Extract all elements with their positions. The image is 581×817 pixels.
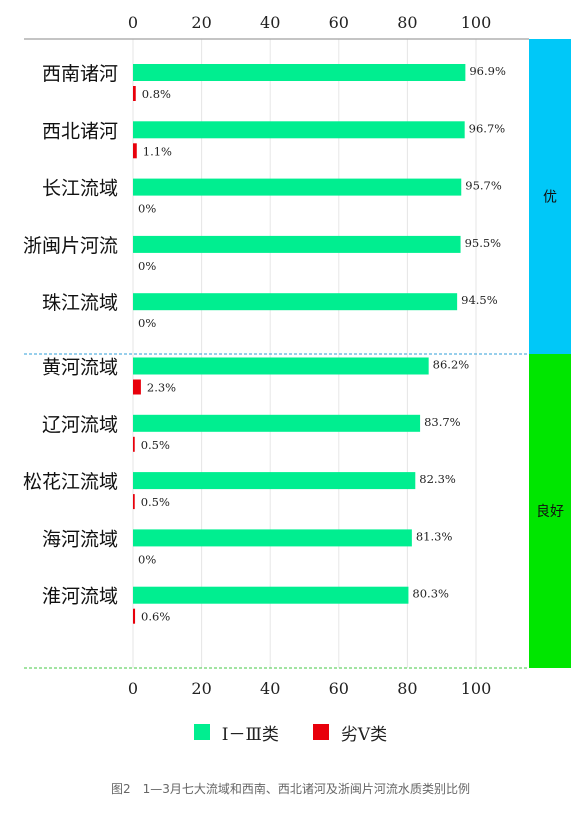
x-tick-bottom-2: 40 <box>260 679 280 698</box>
category-label-7: 松花江流域 <box>23 471 118 493</box>
bar-bad-label-3: 0% <box>138 259 156 273</box>
category-label-9: 淮河流域 <box>42 586 118 608</box>
bar-good-0 <box>133 64 466 81</box>
x-tick-bottom-5: 100 <box>461 679 492 698</box>
figure-caption: 图2 1—3月七大流域和西南、西北诸河及浙闽片河流水质类别比例 <box>111 782 470 796</box>
legend-swatch-good <box>193 724 210 740</box>
bar-good-label-1: 96.7% <box>469 121 506 135</box>
bar-good-4 <box>133 293 458 311</box>
bar-good-5 <box>133 357 429 375</box>
bar-good-label-8: 81.3% <box>416 529 453 543</box>
x-tick-bottom-1: 20 <box>191 679 211 698</box>
grade-label-excellent: 优 <box>543 190 557 206</box>
x-tick-bottom-3: 60 <box>329 679 349 698</box>
x-tick-top-2: 40 <box>260 13 280 32</box>
bar-bad-5 <box>133 379 141 395</box>
bar-good-label-9: 80.3% <box>412 587 449 601</box>
legend-swatch-bad <box>312 724 329 740</box>
bar-good-label-5: 86.2% <box>433 358 470 372</box>
legend-item-good: Ⅰ－Ⅲ类 <box>193 720 279 745</box>
bar-bad-label-1: 1.1% <box>143 144 172 158</box>
grade-block-excellent <box>529 39 571 354</box>
bar-good-8 <box>133 529 412 547</box>
category-label-6: 辽河流域 <box>42 414 118 436</box>
bar-bad-label-2: 0% <box>138 202 156 216</box>
bar-good-7 <box>133 472 416 490</box>
bar-bad-label-7: 0.5% <box>141 495 170 509</box>
legend-label-bad: 劣Ⅴ类 <box>340 724 388 745</box>
bar-bad-label-4: 0% <box>138 316 156 330</box>
x-tick-top-0: 0 <box>128 13 138 32</box>
bar-good-label-6: 83.7% <box>424 415 461 429</box>
x-tick-top-4: 80 <box>397 13 417 32</box>
category-label-2: 长江流域 <box>42 178 118 200</box>
bar-bad-label-9: 0.6% <box>141 610 170 624</box>
bar-bad-label-6: 0.5% <box>141 438 170 452</box>
grade-label-good: 良好 <box>536 504 564 520</box>
x-tick-bottom-4: 80 <box>397 679 417 698</box>
bar-good-2 <box>133 178 462 196</box>
bar-bad-label-8: 0% <box>138 552 156 566</box>
bar-good-3 <box>133 235 461 253</box>
x-tick-top-5: 100 <box>461 13 492 32</box>
category-label-8: 海河流域 <box>42 528 118 550</box>
bar-good-label-2: 95.7% <box>465 179 502 193</box>
bar-bad-9 <box>133 608 136 624</box>
bar-bad-0 <box>133 86 136 101</box>
grade-block-good <box>529 354 571 668</box>
legend-label-good: Ⅰ－Ⅲ类 <box>221 724 279 745</box>
bar-bad-label-5: 2.3% <box>147 381 176 395</box>
bar-good-label-0: 96.9% <box>469 64 506 78</box>
x-tick-bottom-0: 0 <box>128 679 138 698</box>
bar-good-9 <box>133 586 409 604</box>
x-tick-top-1: 20 <box>191 13 211 32</box>
category-label-1: 西北诸河 <box>42 120 118 142</box>
legend: Ⅰ－Ⅲ类 劣Ⅴ类 <box>0 718 581 746</box>
bar-good-label-7: 82.3% <box>419 472 456 486</box>
category-label-4: 珠江流域 <box>42 292 118 314</box>
x-tick-top-3: 60 <box>329 13 349 32</box>
category-label-3: 浙闽片河流 <box>23 235 118 257</box>
bar-good-6 <box>133 414 421 432</box>
bar-bad-7 <box>133 494 135 510</box>
category-label-5: 黄河流域 <box>42 357 118 379</box>
bar-good-label-3: 95.5% <box>465 236 502 250</box>
legend-item-bad: 劣Ⅴ类 <box>312 720 388 745</box>
bar-bad-6 <box>133 436 135 452</box>
bar-bad-1 <box>133 143 137 159</box>
bar-bad-label-0: 0.8% <box>142 87 171 101</box>
bar-good-label-4: 94.5% <box>461 293 498 307</box>
category-label-0: 西南诸河 <box>42 63 118 85</box>
bar-good-1 <box>133 121 465 139</box>
